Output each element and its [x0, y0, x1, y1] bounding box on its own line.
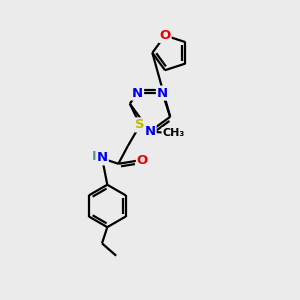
Text: N: N	[132, 87, 143, 100]
Text: O: O	[137, 154, 148, 167]
Text: H: H	[91, 150, 102, 163]
Text: N: N	[157, 87, 168, 100]
Text: N: N	[144, 125, 156, 138]
Text: CH₃: CH₃	[162, 128, 185, 138]
Text: N: N	[97, 152, 108, 164]
Text: O: O	[159, 29, 171, 42]
Text: S: S	[135, 118, 145, 131]
